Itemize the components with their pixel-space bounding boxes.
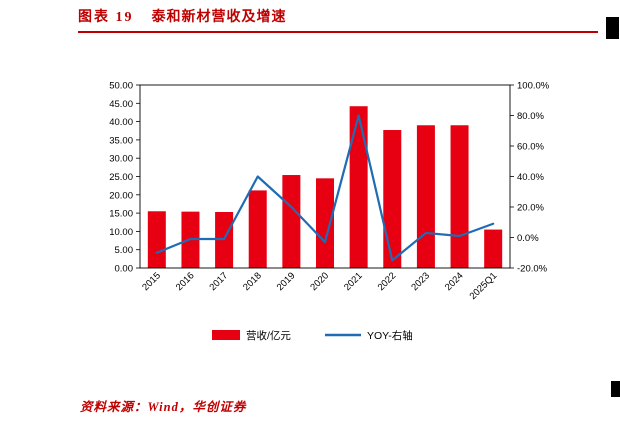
svg-text:2021: 2021 xyxy=(342,270,365,293)
svg-text:35.00: 35.00 xyxy=(109,135,133,146)
svg-text:20.0%: 20.0% xyxy=(517,203,544,214)
svg-text:40.0%: 40.0% xyxy=(517,172,544,183)
chart-number-label: 图表 19 xyxy=(78,10,134,25)
svg-text:2023: 2023 xyxy=(409,270,432,293)
chart-title: 泰和新材营收及增速 xyxy=(151,10,287,25)
svg-text:2018: 2018 xyxy=(241,270,264,293)
yoy-line xyxy=(155,114,495,262)
legend-bar-swatch xyxy=(212,330,240,340)
left-axis: 0.00 5.00 10.00 15.00 20.00 25.00 30.00 35.00 40… xyxy=(109,81,140,275)
right-axis: -20.0% 0.0% 20.0% 40.0% 60.0% 80.0% 100.0% xyxy=(510,81,550,275)
svg-text:2022: 2022 xyxy=(376,270,399,293)
chart-legend: 营收/亿元 YOY-右轴 xyxy=(212,329,413,342)
plot-border xyxy=(139,84,511,269)
svg-text:0.0%: 0.0% xyxy=(517,233,539,244)
revenue-bar-2019 xyxy=(282,175,301,268)
scan-artifact-top xyxy=(606,17,619,39)
svg-text:-20.0%: -20.0% xyxy=(517,264,548,275)
svg-text:45.00: 45.00 xyxy=(109,99,133,110)
revenue-bar-2015 xyxy=(147,211,166,268)
svg-text:30.00: 30.00 xyxy=(109,154,133,165)
scan-artifact-mid xyxy=(611,381,620,397)
revenue-bar-2021 xyxy=(349,106,368,268)
svg-text:2015: 2015 xyxy=(140,270,163,293)
svg-text:2020: 2020 xyxy=(308,270,331,293)
legend-line-label: YOY-右轴 xyxy=(367,329,413,342)
x-axis-labels: 2015 2016 2017 2018 2019 2020 2021 2022 2023 2024… xyxy=(140,270,499,302)
svg-text:2024: 2024 xyxy=(443,270,466,293)
svg-text:50.00: 50.00 xyxy=(109,81,133,92)
revenue-bar-2024 xyxy=(450,125,469,268)
svg-text:2017: 2017 xyxy=(207,270,230,293)
svg-text:15.00: 15.00 xyxy=(109,209,133,220)
revenue-bar-2018 xyxy=(248,190,267,268)
svg-text:2025Q1: 2025Q1 xyxy=(468,270,500,302)
revenue-bars xyxy=(147,106,503,268)
svg-text:100.0%: 100.0% xyxy=(517,81,550,92)
svg-text:0.00: 0.00 xyxy=(115,264,134,275)
svg-text:80.0%: 80.0% xyxy=(517,111,544,122)
chart-header: 图表 19 泰和新材营收及增速 xyxy=(78,6,598,33)
svg-text:2016: 2016 xyxy=(174,270,197,293)
svg-text:10.00: 10.00 xyxy=(109,227,133,238)
revenue-growth-chart: 0.00 5.00 10.00 15.00 20.00 25.00 30.00 35.00 40… xyxy=(109,81,550,343)
svg-text:2019: 2019 xyxy=(275,270,298,293)
svg-text:60.0%: 60.0% xyxy=(517,142,544,153)
svg-text:25.00: 25.00 xyxy=(109,172,133,183)
svg-text:40.00: 40.00 xyxy=(109,117,133,128)
revenue-bar-2020 xyxy=(316,178,334,268)
svg-text:20.00: 20.00 xyxy=(109,190,133,201)
svg-text:5.00: 5.00 xyxy=(115,245,134,256)
revenue-bar-2022 xyxy=(383,130,402,268)
legend-bar-label: 营收/亿元 xyxy=(246,329,291,342)
source-note: 资料来源：Wind，华创证券 xyxy=(80,400,247,414)
revenue-bar-2023 xyxy=(416,125,435,268)
revenue-bar-2025Q1 xyxy=(484,229,503,268)
